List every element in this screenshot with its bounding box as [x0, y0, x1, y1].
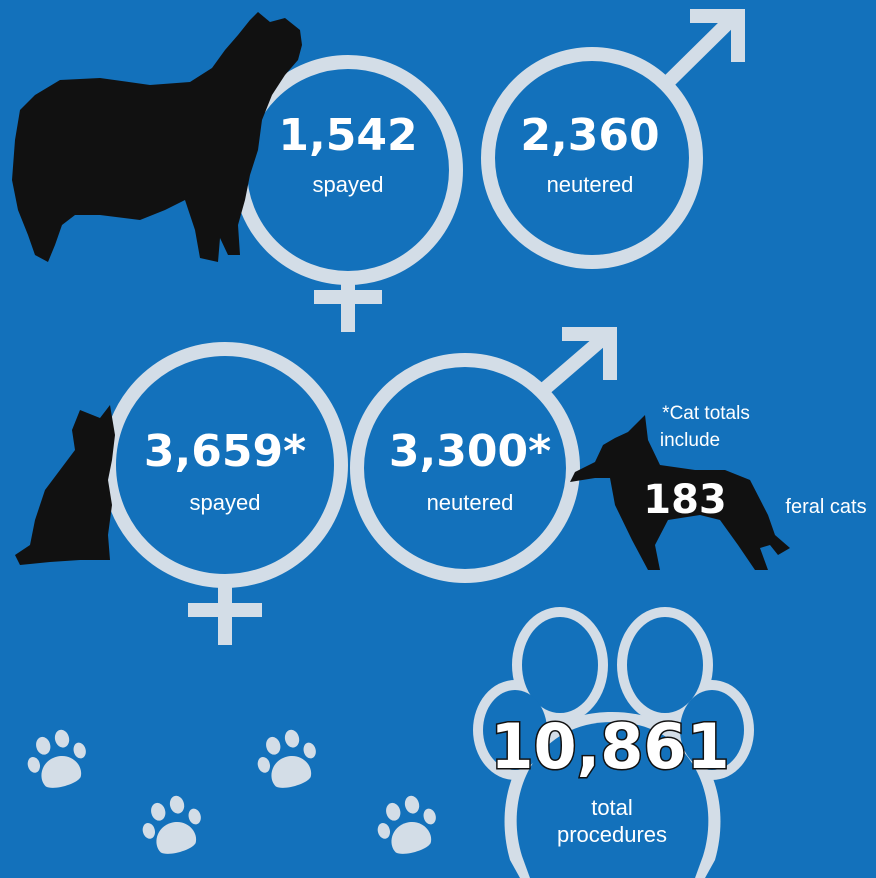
note-line: include	[660, 430, 720, 451]
dog-spayed-count: 1,542	[278, 110, 417, 161]
note-line: *Cat totals	[662, 403, 750, 424]
total-count: 10,861	[490, 710, 729, 783]
cat-spayed-count: 3,659*	[144, 426, 306, 477]
total-label: procedures	[557, 822, 667, 847]
cat-neutered-count: 3,300*	[389, 426, 551, 477]
cat-neutered-label: neutered	[427, 490, 514, 515]
dog-neutered-label: neutered	[547, 172, 634, 197]
note-tail: feral cats	[785, 496, 866, 518]
infographic: 1,542 spayed 2,360 neutered 3,659* spaye…	[0, 0, 876, 878]
dog-spayed-label: spayed	[313, 172, 384, 197]
cat-spayed-label: spayed	[190, 490, 261, 515]
total-label: total	[591, 795, 633, 820]
page: 1,542 spayed 2,360 neutered 3,659* spaye…	[0, 0, 876, 878]
dog-neutered-count: 2,360	[520, 110, 659, 161]
feral-count: 183	[643, 477, 727, 523]
